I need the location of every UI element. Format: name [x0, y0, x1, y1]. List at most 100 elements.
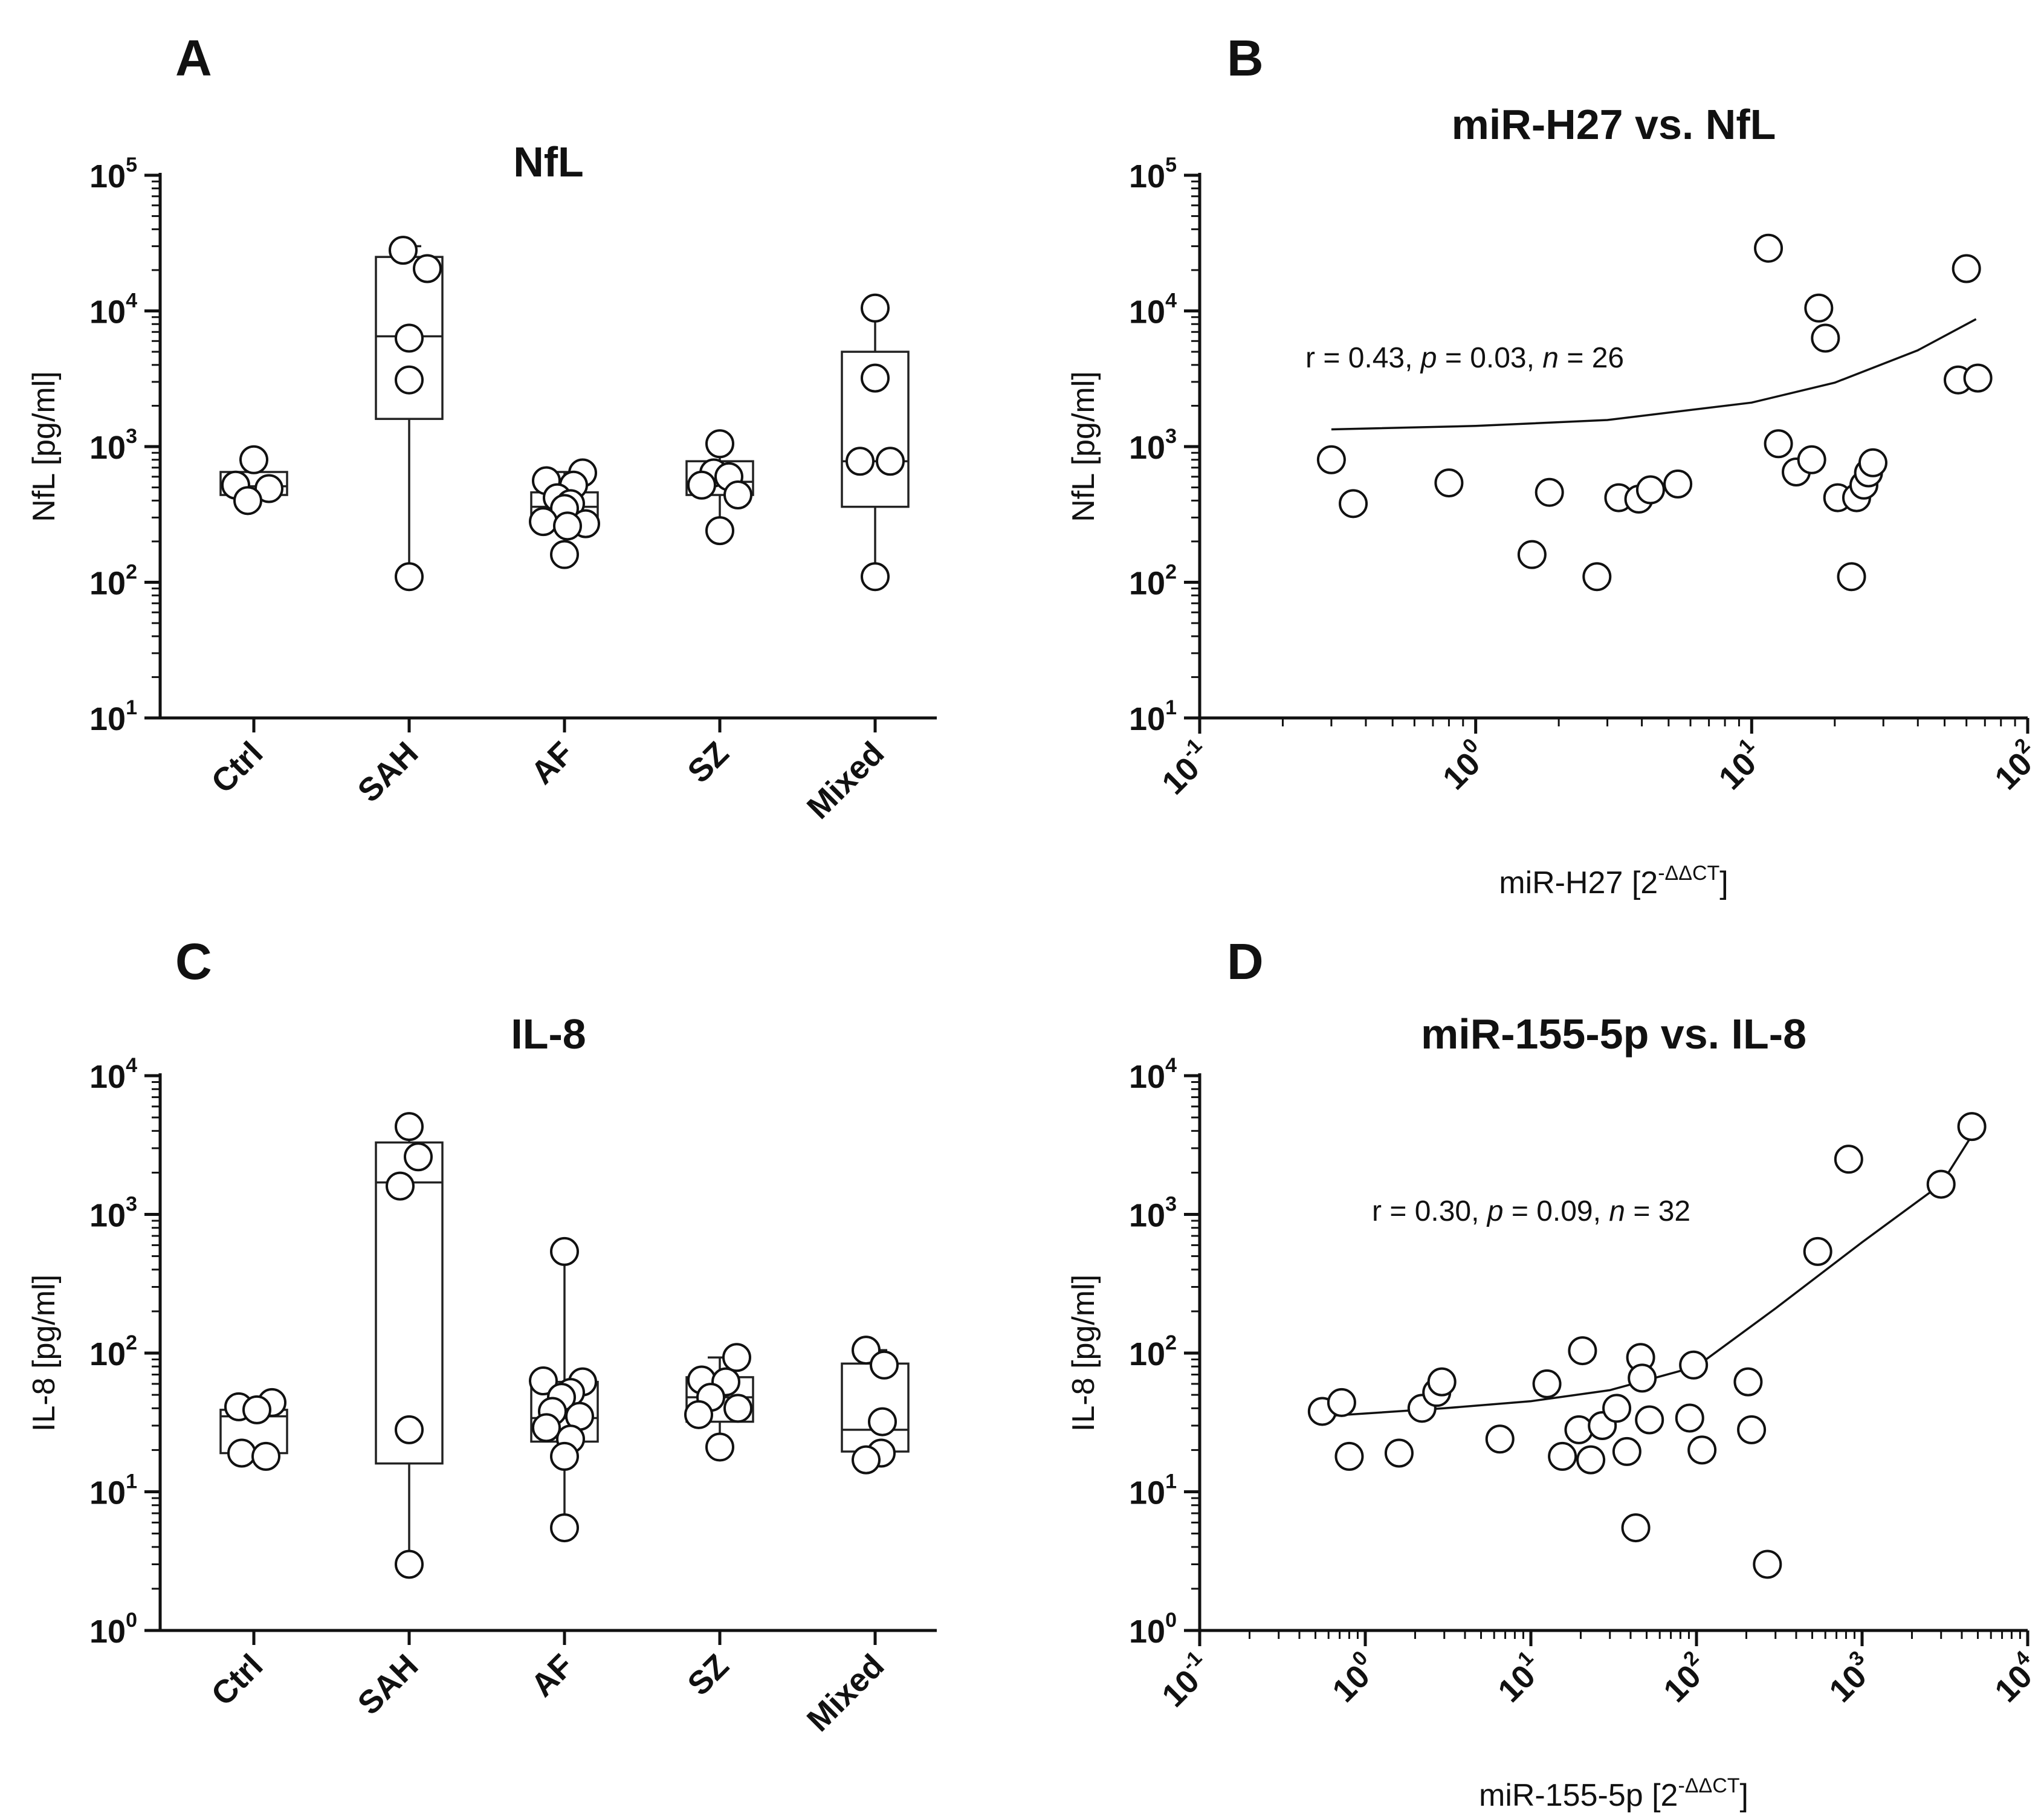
- iqr-box: [375, 1141, 444, 1465]
- annot-n-symbol: n: [1542, 342, 1559, 374]
- data-point: [242, 1395, 271, 1424]
- data-point: [723, 480, 752, 510]
- y-axis-label: IL-8 [pg/ml]: [1066, 1275, 1101, 1432]
- data-point: [1427, 1367, 1457, 1397]
- y-tick-base: 10: [89, 701, 126, 737]
- data-point: [1834, 1145, 1863, 1174]
- data-point: [1628, 1363, 1657, 1393]
- box-mixed: [841, 293, 910, 592]
- x-tick-base: 10: [1155, 750, 1206, 801]
- data-point: [1679, 1350, 1709, 1380]
- data-point: [861, 562, 890, 592]
- data-point: [529, 507, 558, 537]
- y-tick-label: 103: [1129, 425, 1177, 466]
- y-tick-base: 10: [1129, 1475, 1165, 1511]
- data-point: [413, 254, 442, 283]
- iqr-box: [841, 1362, 910, 1453]
- data-point: [1535, 477, 1564, 507]
- x-tick-label: 103: [1819, 1646, 1882, 1709]
- y-tick-exponent: 2: [1165, 561, 1177, 584]
- data-point: [404, 1142, 433, 1172]
- x-label-text: miR-H27 [2: [1499, 865, 1658, 900]
- x-tick-base: 10: [1491, 1658, 1542, 1709]
- data-point: [1803, 1236, 1832, 1266]
- x-tick-base: 10: [1712, 745, 1764, 797]
- panel-letter: A: [175, 30, 212, 86]
- box-sz: [684, 1343, 754, 1462]
- y-tick-label: 100: [1129, 1609, 1177, 1650]
- category-label: Ctrl: [204, 1647, 270, 1713]
- data-point: [395, 1112, 424, 1142]
- data-point: [870, 1350, 899, 1380]
- correlation-annotation: r = 0.43, p = 0.03, n = 26: [1305, 342, 1624, 374]
- y-tick-exponent: 1: [1165, 1470, 1177, 1493]
- data-point: [389, 236, 418, 265]
- x-tick-base: 10: [1436, 745, 1487, 797]
- x-axis-label: miR-155-5p [2-ΔΔCT]: [1479, 1774, 1748, 1813]
- box-sah: [375, 236, 444, 592]
- y-tick-base: 10: [1129, 1336, 1165, 1372]
- y-tick-label: 101: [1129, 696, 1177, 737]
- data-point: [852, 1445, 881, 1475]
- data-point: [1485, 1424, 1515, 1454]
- y-tick-exponent: 3: [126, 425, 137, 448]
- x-tick-base: 10: [1988, 1658, 2039, 1709]
- x-tick-label: 100: [1322, 1646, 1385, 1709]
- y-tick-exponent: 0: [126, 1609, 137, 1632]
- box-mixed: [841, 1336, 910, 1475]
- y-tick-label: 100: [89, 1609, 137, 1650]
- x-label-tail: ]: [1719, 865, 1728, 900]
- y-tick-base: 10: [1129, 158, 1165, 195]
- y-tick-exponent: 3: [126, 1193, 137, 1216]
- data-point: [1754, 233, 1784, 263]
- y-tick-label: 103: [89, 425, 137, 466]
- panel-letter: B: [1227, 30, 1264, 86]
- box-ctrl: [219, 445, 288, 515]
- data-point: [722, 1343, 751, 1372]
- y-tick-base: 10: [1129, 701, 1165, 737]
- annot-p-symbol: p: [1420, 342, 1437, 374]
- x-tick-base: 10: [1988, 745, 2039, 797]
- y-tick-exponent: 1: [1165, 696, 1177, 719]
- data-point: [1316, 445, 1346, 474]
- data-point: [1737, 1415, 1767, 1444]
- y-tick-exponent: 3: [1165, 1193, 1177, 1216]
- y-tick-label: 102: [89, 561, 137, 602]
- y-tick-base: 10: [1129, 566, 1165, 602]
- annot-p: = 0.09,: [1503, 1195, 1609, 1227]
- fit-curve: [1331, 318, 1977, 431]
- data-point: [1804, 293, 1834, 323]
- data-point: [1811, 323, 1840, 353]
- data-point: [532, 1413, 561, 1443]
- category-label: Mixed: [800, 735, 891, 826]
- y-tick-exponent: 1: [126, 1470, 137, 1493]
- data-point: [1517, 540, 1547, 569]
- y-tick-label: 102: [89, 1331, 137, 1372]
- box-sz: [685, 429, 754, 546]
- data-point: [395, 323, 424, 353]
- data-point: [687, 470, 716, 500]
- data-point: [1797, 445, 1826, 474]
- y-tick-exponent: 3: [1165, 425, 1177, 448]
- data-point: [1582, 562, 1612, 592]
- x-tick-label: 102: [1654, 1646, 1716, 1709]
- category-label: AF: [524, 1647, 580, 1704]
- y-tick-base: 10: [1129, 430, 1165, 466]
- data-point: [386, 1171, 415, 1201]
- data-point: [846, 447, 875, 476]
- x-axis-label: miR-H27 [2-ΔΔCT]: [1499, 862, 1728, 900]
- x-tick-label: 100: [1432, 734, 1495, 797]
- data-point: [233, 486, 262, 515]
- x-tick-label: 101: [1709, 734, 1771, 797]
- x-label-superscript: -ΔΔCT: [1678, 1774, 1739, 1797]
- y-tick-exponent: 1: [126, 696, 137, 719]
- y-tick-base: 10: [89, 1059, 126, 1095]
- y-tick-exponent: 4: [126, 289, 137, 312]
- data-point: [550, 1441, 579, 1471]
- category-label: SZ: [681, 735, 736, 790]
- data-point: [1532, 1369, 1562, 1398]
- data-point: [705, 516, 734, 546]
- data-point: [1837, 562, 1866, 592]
- category-label: SZ: [681, 1647, 736, 1702]
